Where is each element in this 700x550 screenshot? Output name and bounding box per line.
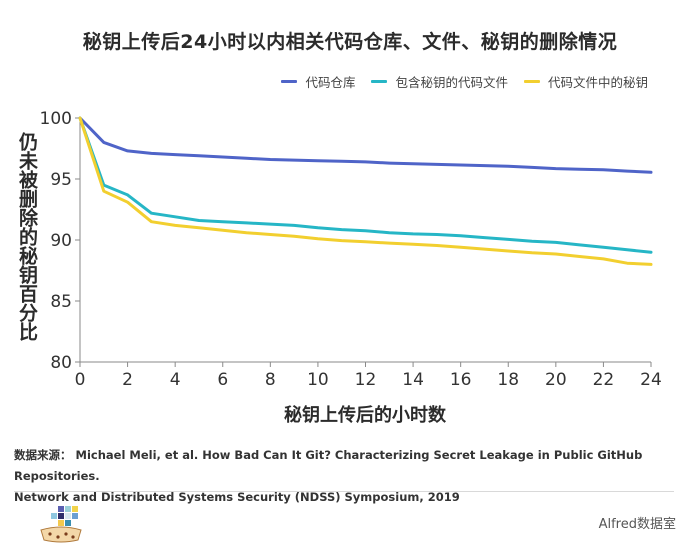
legend-swatch-files xyxy=(371,80,388,83)
legend-swatch-secrets xyxy=(523,80,540,83)
series-line-1 xyxy=(78,116,653,254)
x-tick-label-8: 8 xyxy=(265,370,276,390)
source-line-1: 数据来源： Michael Meli, et al. How Bad Can I… xyxy=(14,448,643,483)
legend-label-secrets: 代码文件中的秘钥 xyxy=(547,75,648,90)
legend-item-secrets: 代码文件中的秘钥 xyxy=(523,72,648,91)
source-line-2: Network and Distributed Systems Security… xyxy=(14,490,460,504)
x-tick-label-12: 12 xyxy=(355,370,377,390)
brand-logo-icon xyxy=(40,506,82,543)
series-line-0 xyxy=(78,116,653,174)
y-tick-label-85: 85 xyxy=(50,292,72,312)
x-tick-label-16: 16 xyxy=(450,370,472,390)
legend-label-repo: 代码仓库 xyxy=(305,75,356,90)
y-axis-label: 仍未被删除的秘钥百分比 xyxy=(16,132,38,341)
legend-swatch-repo xyxy=(281,80,298,83)
x-tick-label-18: 18 xyxy=(497,370,519,390)
x-tick-label-2: 2 xyxy=(122,370,133,390)
x-tick-label-4: 4 xyxy=(170,370,181,390)
x-tick-label-20: 20 xyxy=(545,370,567,390)
legend-item-files: 包含秘钥的代码文件 xyxy=(371,72,508,91)
x-axis-label: 秘钥上传后的小时数 xyxy=(284,405,446,426)
x-tick-label-14: 14 xyxy=(402,370,424,390)
chart-title: 秘钥上传后24小时以内相关代码仓库、文件、秘钥的删除情况 xyxy=(82,31,618,53)
x-tick-label-24: 24 xyxy=(640,370,662,390)
x-tick-label-6: 6 xyxy=(217,370,228,390)
y-tick-label-80: 80 xyxy=(50,353,72,373)
source-note: 数据来源： Michael Meli, et al. How Bad Can I… xyxy=(14,445,674,508)
y-tick-label-100: 100 xyxy=(40,109,72,129)
chart-legend: 代码仓库 包含秘钥的代码文件 代码文件中的秘钥 xyxy=(265,72,648,91)
x-tick-label-10: 10 xyxy=(307,370,329,390)
x-tick-label-22: 22 xyxy=(593,370,615,390)
y-tick-label-90: 90 xyxy=(50,231,72,251)
footer-divider xyxy=(14,491,674,492)
series-line-2 xyxy=(78,116,653,266)
y-tick-label-95: 95 xyxy=(50,170,72,190)
x-tick-label-0: 0 xyxy=(75,370,86,390)
brand-name: Alfred数据室 xyxy=(598,517,676,532)
legend-label-files: 包含秘钥的代码文件 xyxy=(395,75,508,90)
legend-item-repo: 代码仓库 xyxy=(281,72,355,91)
